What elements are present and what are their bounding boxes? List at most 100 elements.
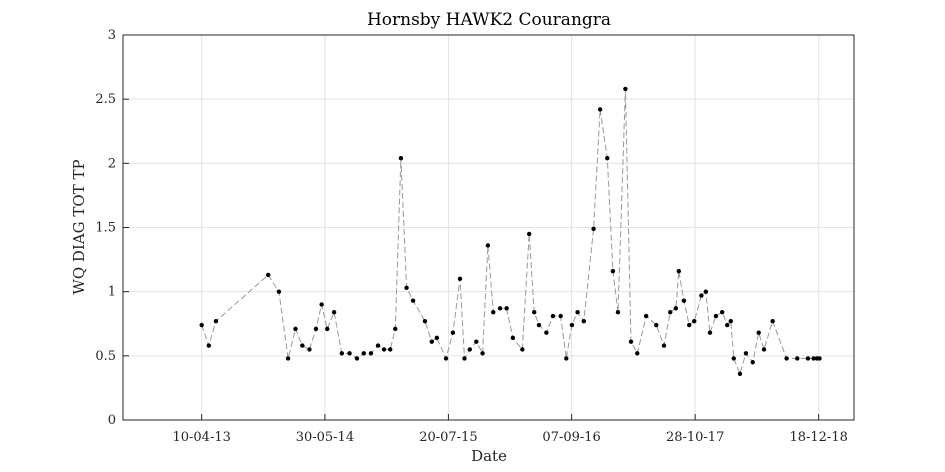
y-tick-label: 0 bbox=[108, 413, 116, 428]
data-point bbox=[668, 310, 673, 315]
data-point bbox=[347, 351, 352, 356]
data-point bbox=[544, 330, 549, 335]
x-tick-label: 30-05-14 bbox=[296, 430, 354, 445]
x-axis: 10-04-13 30-05-14 20-07-15 07-09-16 28-10-17… bbox=[172, 414, 848, 445]
data-point bbox=[381, 347, 387, 352]
data-point bbox=[654, 322, 659, 328]
x-axis-label: Date bbox=[471, 447, 507, 465]
y-tick-label: 0.5 bbox=[95, 349, 116, 364]
data-point bbox=[285, 356, 291, 361]
data-point bbox=[581, 318, 587, 324]
data-point bbox=[393, 326, 398, 332]
data-point bbox=[597, 107, 603, 112]
data-point bbox=[429, 339, 434, 344]
data-point bbox=[300, 343, 305, 348]
data-point bbox=[443, 356, 449, 361]
data-point bbox=[265, 272, 271, 278]
series-markers bbox=[199, 86, 822, 376]
data-point bbox=[692, 318, 697, 324]
data-point bbox=[550, 313, 556, 319]
data-point bbox=[737, 371, 743, 376]
data-point bbox=[707, 330, 713, 335]
data-point bbox=[770, 318, 775, 324]
data-point bbox=[703, 289, 709, 294]
data-point bbox=[398, 156, 404, 161]
data-point bbox=[750, 360, 755, 365]
y-tick-label: 1.5 bbox=[95, 221, 116, 236]
data-point bbox=[610, 268, 616, 274]
data-point bbox=[558, 313, 563, 319]
data-point bbox=[728, 318, 733, 324]
data-point bbox=[354, 356, 360, 361]
data-point bbox=[410, 298, 416, 303]
data-point bbox=[756, 330, 761, 335]
chart-title: Hornsby HAWK2 Courangra bbox=[367, 10, 611, 30]
y-tick-label: 2 bbox=[108, 156, 116, 171]
data-point bbox=[811, 356, 816, 361]
data-point bbox=[713, 313, 719, 319]
data-point bbox=[491, 310, 496, 315]
data-point bbox=[673, 306, 679, 311]
data-point bbox=[467, 347, 472, 352]
data-point bbox=[743, 351, 749, 356]
data-point bbox=[761, 347, 767, 352]
data-point bbox=[643, 313, 649, 319]
data-point bbox=[480, 351, 485, 356]
data-point bbox=[497, 306, 503, 311]
data-point bbox=[532, 310, 537, 315]
x-tick-label: 28-10-17 bbox=[666, 430, 724, 445]
data-point bbox=[213, 318, 219, 324]
data-point bbox=[699, 293, 704, 298]
data-point bbox=[569, 322, 575, 328]
data-point bbox=[462, 356, 467, 361]
data-point bbox=[199, 322, 204, 328]
data-point bbox=[361, 351, 366, 356]
data-point bbox=[510, 335, 516, 341]
data-point bbox=[784, 356, 789, 361]
x-tick-label: 18-12-18 bbox=[789, 430, 847, 445]
x-tick-label: 07-09-16 bbox=[542, 430, 600, 445]
data-point bbox=[206, 343, 212, 348]
data-point bbox=[615, 310, 621, 315]
data-point bbox=[795, 356, 800, 361]
data-point bbox=[404, 285, 409, 291]
data-point bbox=[375, 343, 381, 348]
grid bbox=[123, 34, 854, 421]
data-point bbox=[817, 356, 822, 361]
data-point bbox=[681, 298, 687, 303]
data-point bbox=[276, 289, 282, 294]
data-point bbox=[474, 339, 479, 344]
data-point bbox=[623, 86, 628, 92]
y-axis-label: WQ DIAG TOT TP bbox=[70, 159, 88, 294]
data-point bbox=[536, 322, 542, 328]
data-point bbox=[725, 322, 730, 328]
data-point bbox=[331, 310, 337, 315]
data-point bbox=[457, 276, 463, 282]
data-point bbox=[661, 343, 667, 348]
data-point bbox=[676, 268, 682, 274]
data-point bbox=[422, 318, 428, 324]
data-point bbox=[628, 339, 634, 344]
data-point bbox=[325, 326, 330, 332]
data-point bbox=[293, 326, 298, 332]
y-tick-label: 1 bbox=[108, 285, 116, 300]
data-point bbox=[564, 356, 569, 361]
data-point bbox=[368, 351, 374, 356]
data-point bbox=[307, 347, 312, 352]
data-point bbox=[485, 243, 491, 248]
x-tick-label: 20-07-15 bbox=[419, 430, 477, 445]
data-point bbox=[434, 335, 440, 341]
data-point bbox=[719, 310, 725, 315]
data-point bbox=[526, 231, 532, 237]
data-point bbox=[313, 326, 319, 332]
data-point bbox=[504, 306, 509, 311]
y-tick-label: 3 bbox=[108, 28, 116, 43]
data-point bbox=[805, 356, 811, 361]
data-point bbox=[450, 330, 456, 335]
x-tick-label: 10-04-13 bbox=[172, 430, 230, 445]
data-point bbox=[575, 310, 580, 315]
data-point bbox=[635, 351, 640, 356]
data-point bbox=[591, 226, 596, 231]
data-point bbox=[339, 351, 345, 356]
